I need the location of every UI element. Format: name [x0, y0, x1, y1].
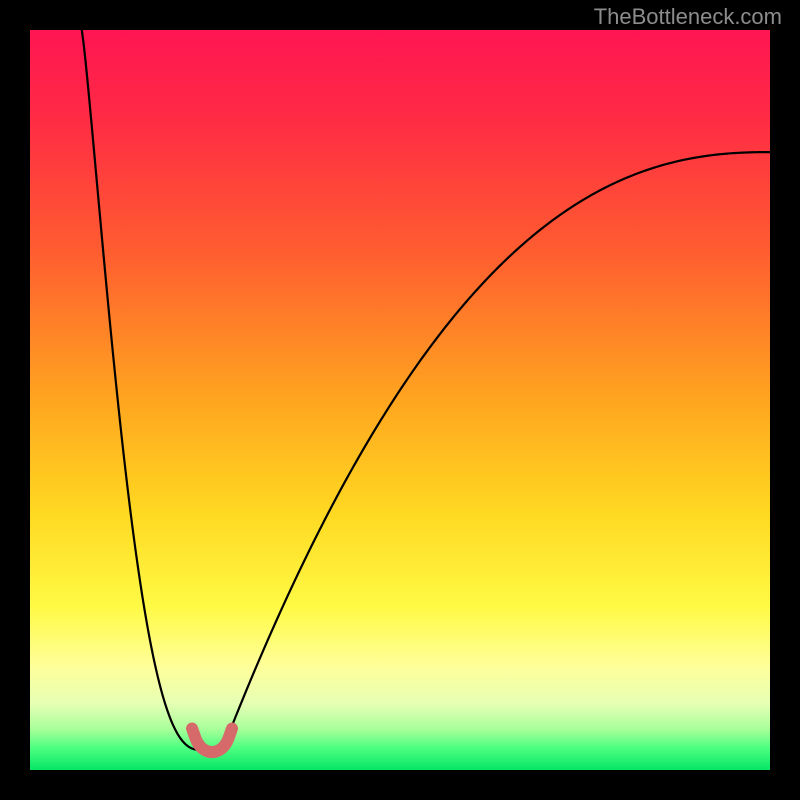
bottleneck-chart: [0, 0, 800, 800]
chart-container: TheBottleneck.com: [0, 0, 800, 800]
watermark-text: TheBottleneck.com: [594, 4, 782, 30]
plot-background: [30, 30, 770, 770]
